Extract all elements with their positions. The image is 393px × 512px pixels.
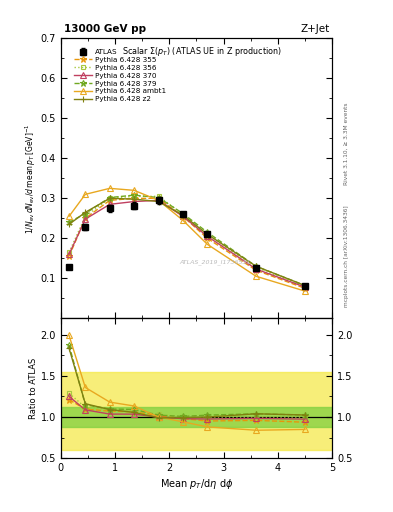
Text: 13000 GeV pp: 13000 GeV pp (64, 24, 146, 34)
Pythia 6.428 355 (254, 267, 259, 273)
Line: Pythia 6.428 356: Pythia 6.428 356 (67, 194, 307, 289)
Pythia 6.428 355 (107, 197, 112, 203)
Pythia 6.428 ambt1 (181, 217, 185, 223)
Pythia 6.428 370 (83, 216, 88, 222)
Pythia 6.428 370 (132, 199, 136, 205)
Pythia 6.428 ambt1 (156, 197, 161, 203)
Line: Pythia 6.428 370: Pythia 6.428 370 (66, 198, 308, 290)
Pythia 6.428 355 (156, 195, 161, 201)
Pythia 6.428 379 (132, 192, 136, 198)
Pythia 6.428 355 (83, 215, 88, 221)
Pythia 6.428 ambt1 (205, 241, 210, 247)
Pythia 6.428 379 (181, 210, 185, 217)
Line: Pythia 6.428 z2: Pythia 6.428 z2 (66, 195, 309, 289)
Text: Rivet 3.1.10, ≥ 3.3M events: Rivet 3.1.10, ≥ 3.3M events (344, 102, 349, 185)
Pythia 6.428 z2 (254, 263, 259, 269)
Pythia 6.428 z2 (83, 209, 88, 216)
Pythia 6.428 379 (303, 283, 307, 289)
Pythia 6.428 379 (107, 195, 112, 201)
Y-axis label: $1/N_\mathregular{ev}\,dN_\mathregular{ev}/d\,\mathregular{mean}\,p_T\,[\mathreg: $1/N_\mathregular{ev}\,dN_\mathregular{e… (24, 123, 38, 233)
Pythia 6.428 370 (67, 251, 72, 258)
Pythia 6.428 356 (67, 249, 72, 255)
Pythia 6.428 ambt1 (107, 185, 112, 191)
Pythia 6.428 379 (83, 210, 88, 217)
Pythia 6.428 z2 (107, 195, 112, 201)
Pythia 6.428 ambt1 (83, 191, 88, 198)
Text: mcplots.cern.ch [arXiv:1306.3436]: mcplots.cern.ch [arXiv:1306.3436] (344, 205, 349, 307)
Pythia 6.428 355 (205, 235, 210, 241)
Pythia 6.428 379 (156, 195, 161, 201)
Text: Scalar $\Sigma(p_T)$ (ATLAS UE in Z production): Scalar $\Sigma(p_T)$ (ATLAS UE in Z prod… (122, 46, 282, 58)
Y-axis label: Ratio to ATLAS: Ratio to ATLAS (29, 358, 38, 419)
Pythia 6.428 355 (67, 253, 72, 260)
Pythia 6.428 356 (83, 214, 88, 220)
Pythia 6.428 z2 (132, 196, 136, 202)
X-axis label: Mean $p_T$/d$\eta$ d$\phi$: Mean $p_T$/d$\eta$ d$\phi$ (160, 477, 233, 492)
Text: Z+Jet: Z+Jet (300, 24, 329, 34)
Line: Pythia 6.428 355: Pythia 6.428 355 (66, 195, 309, 292)
Pythia 6.428 356 (156, 193, 161, 199)
Pythia 6.428 z2 (205, 231, 210, 238)
Pythia 6.428 ambt1 (67, 214, 72, 220)
Pythia 6.428 379 (254, 263, 259, 269)
Pythia 6.428 379 (205, 229, 210, 236)
Pythia 6.428 z2 (67, 221, 72, 227)
Pythia 6.428 370 (205, 233, 210, 240)
Pythia 6.428 356 (303, 283, 307, 289)
Pythia 6.428 370 (303, 284, 307, 290)
Pythia 6.428 370 (107, 201, 112, 207)
Pythia 6.428 356 (181, 211, 185, 218)
Pythia 6.428 356 (254, 265, 259, 271)
Pythia 6.428 z2 (181, 212, 185, 218)
Pythia 6.428 370 (156, 197, 161, 203)
Pythia 6.428 356 (205, 231, 210, 238)
Pythia 6.428 355 (132, 195, 136, 201)
Pythia 6.428 370 (181, 214, 185, 220)
Line: Pythia 6.428 ambt1: Pythia 6.428 ambt1 (66, 185, 308, 294)
Pythia 6.428 z2 (156, 199, 161, 205)
Pythia 6.428 ambt1 (254, 273, 259, 280)
Legend: ATLAS, Pythia 6.428 355, Pythia 6.428 356, Pythia 6.428 370, Pythia 6.428 379, P: ATLAS, Pythia 6.428 355, Pythia 6.428 35… (73, 48, 168, 104)
Pythia 6.428 ambt1 (303, 288, 307, 294)
Pythia 6.428 356 (132, 193, 136, 199)
Bar (61, 407, 332, 427)
Line: Pythia 6.428 379: Pythia 6.428 379 (66, 191, 309, 289)
Text: ATLAS_2019_I1736531: ATLAS_2019_I1736531 (180, 260, 251, 265)
Pythia 6.428 355 (303, 285, 307, 291)
Pythia 6.428 z2 (303, 283, 307, 289)
Bar (61, 372, 332, 450)
Pythia 6.428 355 (181, 214, 185, 220)
Pythia 6.428 ambt1 (132, 187, 136, 194)
Pythia 6.428 370 (254, 266, 259, 272)
Pythia 6.428 356 (107, 195, 112, 201)
Pythia 6.428 379 (67, 219, 72, 225)
